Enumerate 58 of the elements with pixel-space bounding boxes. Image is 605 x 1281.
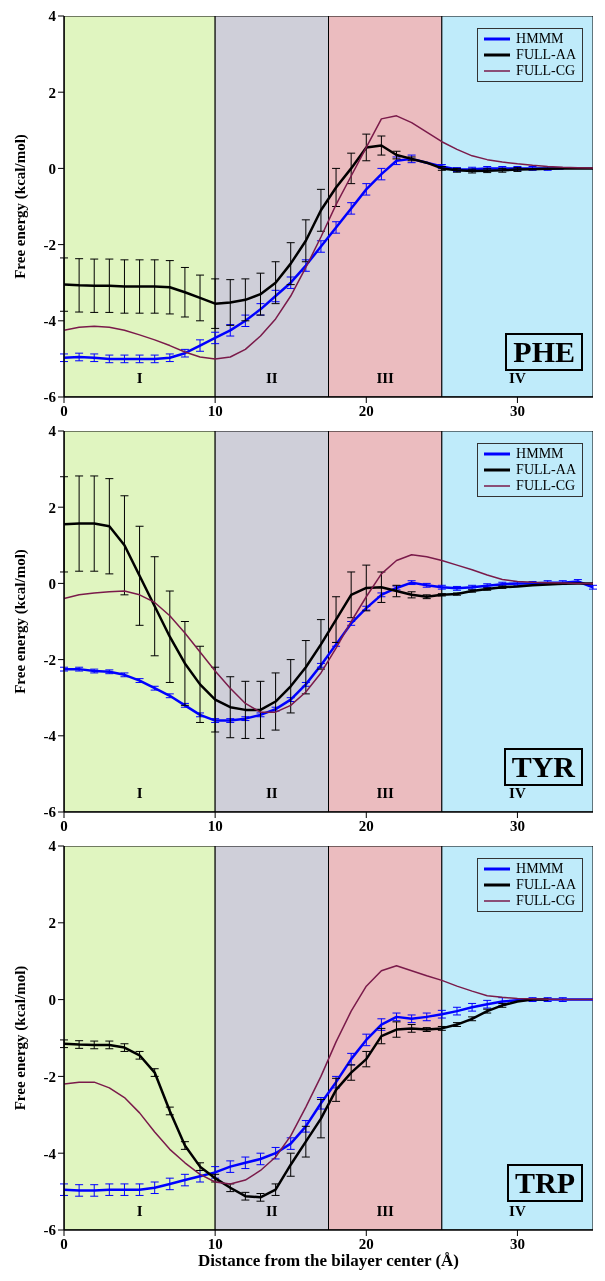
legend-label: HMMM (516, 446, 564, 462)
annotation: PHE (505, 333, 583, 371)
x-tick-label: 10 (207, 402, 223, 419)
x-tick-label: 30 (509, 402, 525, 419)
y-tick-label: 4 (48, 423, 57, 440)
band-label: II (265, 370, 278, 386)
y-tick-label: 0 (48, 991, 56, 1008)
y-tick-label: -4 (43, 313, 57, 330)
legend-label: FULL-CG (516, 478, 576, 494)
y-axis-title: Free energy (kcal/mol) (12, 134, 30, 279)
y-tick-label: -6 (43, 389, 57, 406)
y-tick-label: 2 (48, 499, 56, 516)
y-tick-label: -4 (43, 1145, 57, 1162)
band-label: I (136, 785, 143, 801)
y-axis-title: Free energy (kcal/mol) (12, 965, 30, 1111)
y-tick-label: 0 (48, 160, 56, 177)
band-label: III (376, 785, 395, 801)
y-tick-label: 2 (48, 84, 56, 101)
y-tick-label: -2 (43, 651, 56, 668)
band-label: IV (509, 370, 526, 386)
y-tick-label: 4 (48, 8, 57, 25)
band-label: II (265, 1203, 278, 1219)
x-tick-label: 0 (60, 817, 68, 834)
x-tick-label: 30 (509, 817, 525, 834)
band-label: IV (509, 1203, 526, 1219)
band-label: IV (509, 785, 526, 801)
y-axis-title: Free energy (kcal/mol) (12, 549, 30, 694)
x-tick-label: 30 (509, 1235, 525, 1252)
y-tick-label: -2 (43, 236, 56, 253)
x-tick-label: 20 (358, 1235, 374, 1252)
band-label: III (376, 1203, 395, 1219)
band-label: I (136, 370, 143, 386)
legend-label: FULL-AA (516, 462, 576, 478)
legend-label: FULL-AA (516, 47, 576, 63)
y-tick-label: -4 (43, 728, 57, 745)
legend-label: HMMM (516, 31, 564, 47)
x-tick-label: 10 (207, 817, 223, 834)
y-tick-label: -2 (43, 1068, 56, 1085)
legend-label: FULL-CG (516, 63, 576, 79)
x-tick-label: 0 (60, 1235, 68, 1252)
y-tick-label: -6 (43, 1222, 57, 1239)
y-tick-label: -6 (43, 804, 57, 821)
x-tick-label: 20 (358, 817, 374, 834)
x-tick-label: 10 (207, 1235, 223, 1252)
legend-label: FULL-AA (516, 877, 576, 893)
band-label: I (136, 1203, 143, 1219)
y-tick-label: 4 (48, 838, 57, 855)
x-tick-label: 20 (358, 402, 374, 419)
band-label: II (265, 785, 278, 801)
band-label: III (376, 370, 395, 386)
legend-label: HMMM (516, 861, 564, 877)
annotation: TRP (507, 1164, 583, 1202)
annotation: TYR (503, 748, 583, 786)
x-axis-title: Distance from the bilayer center (Å) (197, 1251, 460, 1271)
y-tick-label: 0 (48, 575, 56, 592)
legend-label: FULL-CG (516, 893, 576, 909)
x-tick-label: 0 (60, 402, 68, 419)
y-tick-label: 2 (48, 915, 56, 932)
